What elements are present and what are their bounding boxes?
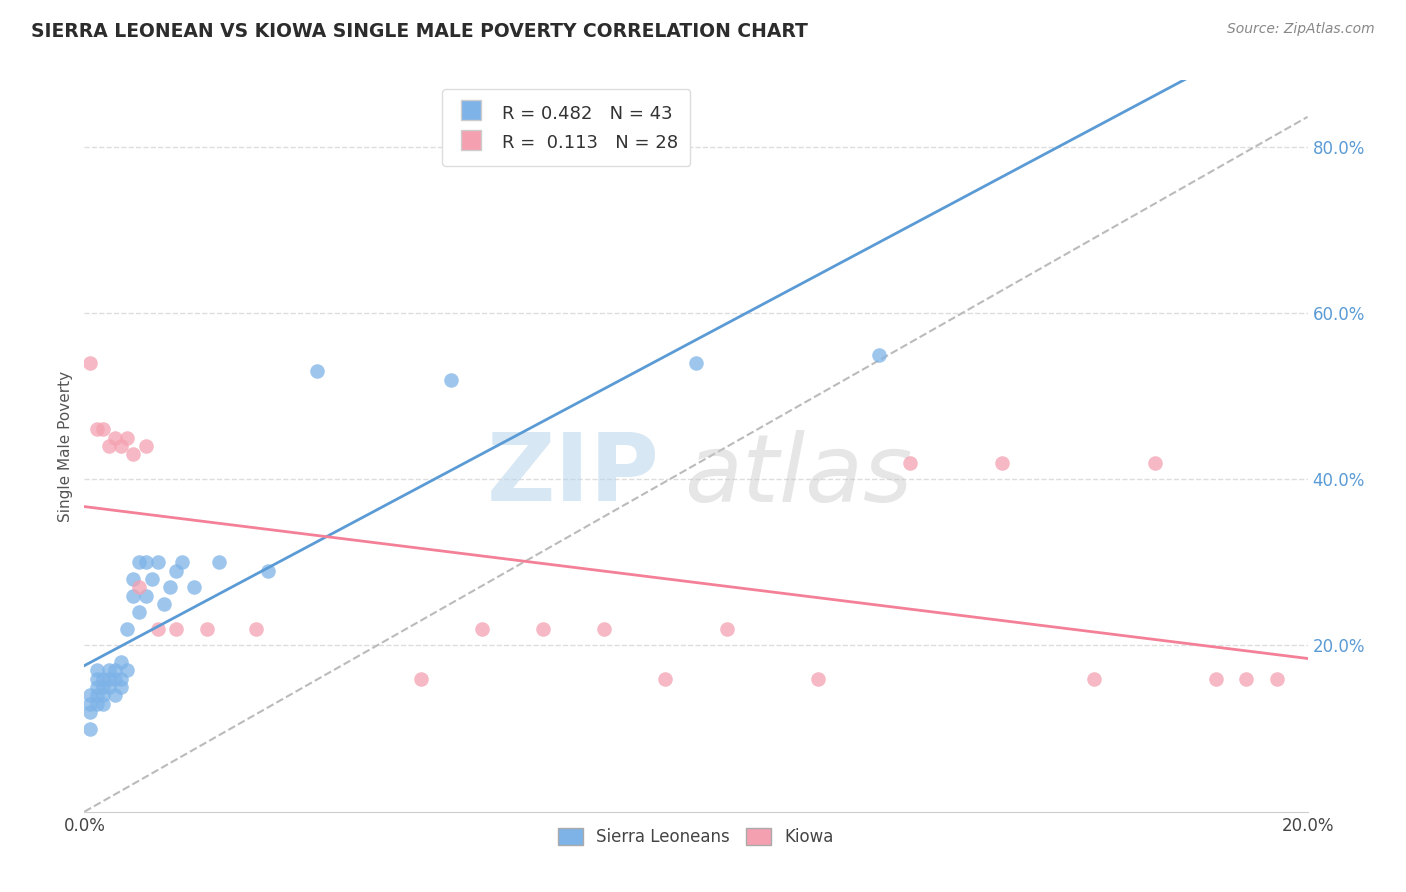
Point	[128, 605, 150, 619]
Point	[991, 456, 1014, 470]
Point	[104, 431, 127, 445]
Point	[183, 580, 205, 594]
Point	[1236, 672, 1258, 686]
Point	[79, 356, 101, 370]
Legend: Sierra Leoneans, Kiowa: Sierra Leoneans, Kiowa	[550, 820, 842, 855]
Point	[86, 680, 108, 694]
Point	[257, 564, 280, 578]
Point	[110, 680, 132, 694]
Point	[153, 597, 176, 611]
Point	[86, 689, 108, 703]
Point	[91, 689, 114, 703]
Point	[159, 580, 181, 594]
Point	[1083, 672, 1105, 686]
Point	[1265, 672, 1288, 686]
Point	[654, 672, 676, 686]
Point	[165, 622, 187, 636]
Point	[115, 664, 138, 678]
Point	[471, 622, 494, 636]
Point	[208, 555, 231, 569]
Point	[685, 356, 707, 370]
Point	[305, 364, 328, 378]
Point	[79, 689, 101, 703]
Point	[409, 672, 432, 686]
Text: ZIP: ZIP	[486, 429, 659, 521]
Point	[86, 422, 108, 436]
Point	[128, 555, 150, 569]
Point	[115, 431, 138, 445]
Point	[79, 697, 101, 711]
Point	[531, 622, 554, 636]
Point	[807, 672, 830, 686]
Point	[122, 572, 145, 586]
Point	[86, 672, 108, 686]
Point	[869, 347, 891, 362]
Point	[97, 672, 120, 686]
Point	[97, 439, 120, 453]
Point	[79, 722, 101, 736]
Text: atlas: atlas	[683, 430, 912, 521]
Point	[141, 572, 163, 586]
Point	[104, 664, 127, 678]
Text: SIERRA LEONEAN VS KIOWA SINGLE MALE POVERTY CORRELATION CHART: SIERRA LEONEAN VS KIOWA SINGLE MALE POVE…	[31, 22, 808, 41]
Point	[104, 672, 127, 686]
Point	[115, 622, 138, 636]
Point	[165, 564, 187, 578]
Point	[86, 664, 108, 678]
Point	[91, 697, 114, 711]
Point	[195, 622, 218, 636]
Point	[91, 672, 114, 686]
Point	[172, 555, 194, 569]
Point	[898, 456, 921, 470]
Point	[128, 580, 150, 594]
Point	[245, 622, 267, 636]
Point	[716, 622, 738, 636]
Point	[97, 680, 120, 694]
Point	[135, 589, 157, 603]
Point	[91, 680, 114, 694]
Point	[593, 622, 616, 636]
Y-axis label: Single Male Poverty: Single Male Poverty	[58, 370, 73, 522]
Point	[110, 439, 132, 453]
Point	[1205, 672, 1227, 686]
Point	[110, 655, 132, 669]
Point	[91, 422, 114, 436]
Point	[97, 664, 120, 678]
Point	[146, 555, 169, 569]
Point	[146, 622, 169, 636]
Point	[86, 697, 108, 711]
Point	[110, 672, 132, 686]
Point	[440, 372, 463, 386]
Point	[135, 439, 157, 453]
Point	[135, 555, 157, 569]
Point	[122, 447, 145, 461]
Point	[104, 689, 127, 703]
Text: Source: ZipAtlas.com: Source: ZipAtlas.com	[1227, 22, 1375, 37]
Point	[122, 589, 145, 603]
Point	[79, 705, 101, 719]
Point	[1143, 456, 1166, 470]
